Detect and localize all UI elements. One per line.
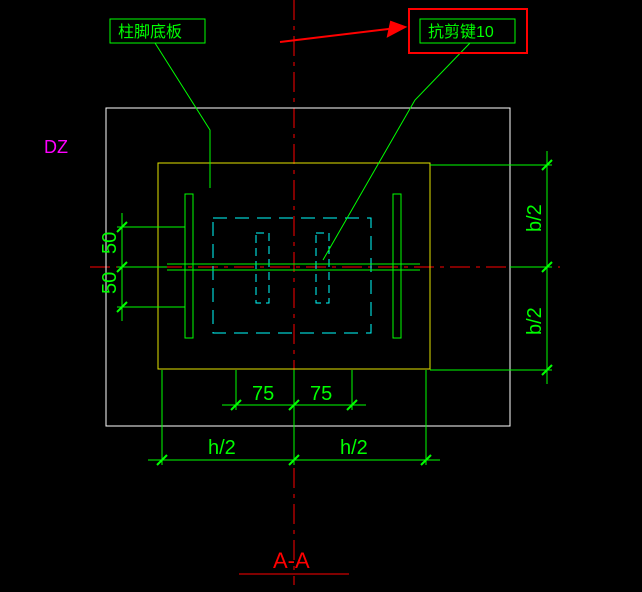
callout-arrow [280, 22, 405, 42]
dim-h2-right: h/2 [340, 437, 368, 459]
shear-key-right [316, 233, 329, 303]
label-left-text: 柱脚底板 [118, 23, 182, 41]
dim-75-left: 75 [252, 383, 274, 405]
dim-h2-left: h/2 [208, 437, 236, 459]
dz-label: DZ [44, 137, 68, 157]
dim-50-top: 50 [99, 232, 121, 254]
dim-b2-top: b/2 [524, 204, 546, 232]
dim-50-bot: 50 [99, 272, 121, 294]
stiffener-right [393, 194, 401, 338]
cad-drawing: 柱脚底板 抗剪键10 DZ 50 50 [0, 0, 642, 592]
section-label: A-A [239, 548, 349, 574]
dim-75: 75 75 [222, 370, 366, 410]
dim-75-right: 75 [310, 383, 332, 405]
column-outline [213, 218, 371, 333]
shear-key-left [256, 233, 269, 303]
dim-b2-bot: b/2 [524, 307, 546, 335]
label-right: 抗剪键10 [323, 19, 515, 260]
section-text: A-A [273, 548, 310, 573]
stiffener-left [185, 194, 193, 338]
label-right-text: 抗剪键10 [428, 23, 494, 41]
